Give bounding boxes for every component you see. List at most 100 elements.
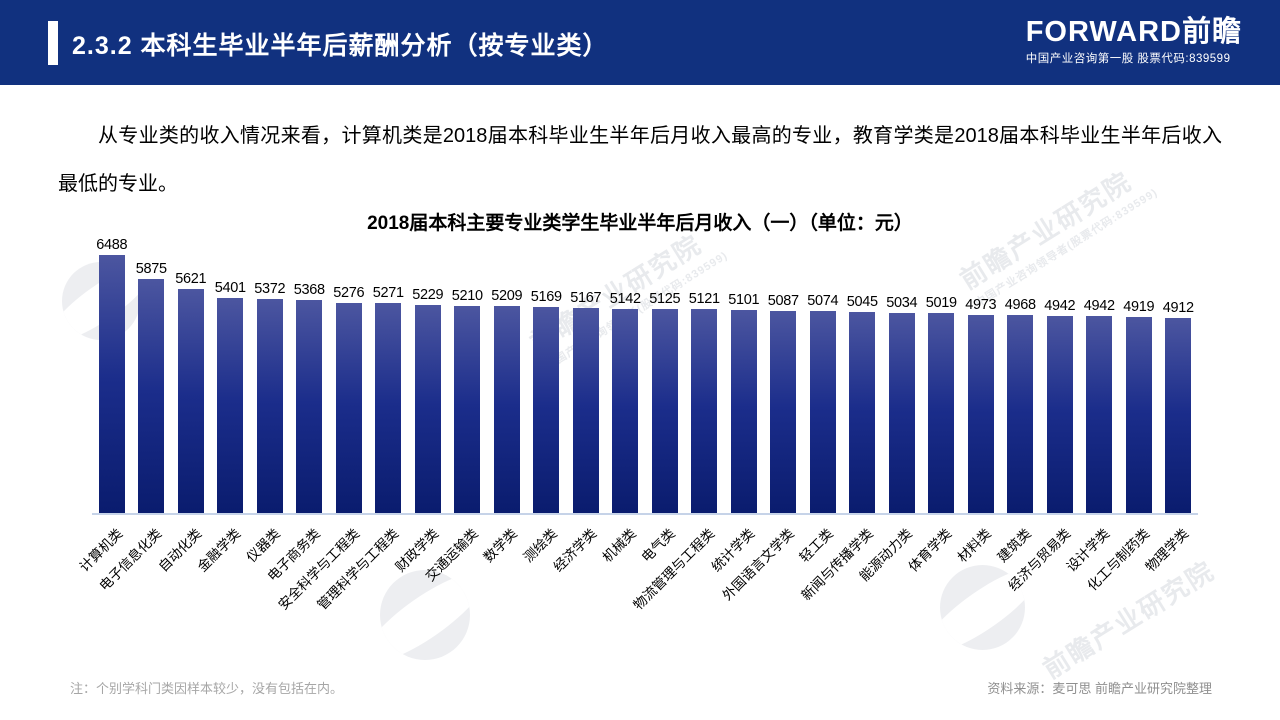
chart-categories: 计算机类 电子信息化类 自动化类 金融学类 仪器类 电子商务类 安全科学与工程类 管理科学与工… [76, 515, 1198, 657]
bar [454, 306, 481, 513]
bar-value-label: 5019 [925, 295, 957, 311]
bar-value-label: 4942 [1044, 298, 1076, 314]
bar-value-label: 5121 [688, 291, 720, 307]
bar [1125, 317, 1152, 513]
category-label: 物流管理与工程类 [630, 525, 718, 613]
chart-column: 4973 [961, 297, 1001, 513]
bar-value-label: 5368 [293, 282, 325, 298]
category-label: 经济学类 [550, 525, 600, 575]
chart-column: 4942 [1040, 298, 1080, 513]
bar [809, 311, 836, 513]
bar [967, 315, 994, 513]
category-label: 化工与制药类 [1084, 525, 1153, 594]
category-label: 交通运输类 [422, 525, 481, 585]
bar [217, 298, 244, 513]
category-label: 财政学类 [392, 525, 442, 575]
bar [572, 308, 599, 513]
bar [533, 307, 560, 513]
bar-value-label: 4973 [965, 297, 997, 313]
chart-column: 5229 [408, 287, 448, 513]
bar-value-label: 5209 [491, 288, 523, 304]
bar [1007, 315, 1034, 513]
bar-value-label: 5169 [530, 289, 562, 305]
forward-logo: FORWARD前瞻 中国产业咨询第一股 股票代码:839599 [1026, 17, 1242, 66]
bar-value-label: 5125 [649, 291, 681, 307]
category-label: 外国语言文学类 [719, 525, 797, 604]
category-label: 新闻与传播学类 [798, 525, 876, 604]
bar-value-label: 5167 [570, 290, 602, 306]
header-bar: 2.3.2 本科生毕业半年后薪酬分析（按专业类） FORWARD前瞻 中国产业咨… [0, 0, 1280, 85]
category-label: 电子信息化类 [96, 525, 165, 594]
bar-value-label: 4942 [1083, 298, 1115, 314]
bar [1086, 316, 1113, 513]
bar-value-label: 5045 [846, 294, 878, 310]
bar [375, 303, 402, 513]
bar [177, 289, 204, 513]
chart-column: 5045 [843, 294, 883, 513]
chart-column: 5276 [329, 285, 369, 513]
page-title: 2.3.2 本科生毕业半年后薪酬分析（按专业类） [72, 32, 609, 60]
chart-column: 5019 [922, 295, 962, 513]
bar-value-label: 5142 [609, 291, 641, 307]
chart-column: 5121 [685, 291, 725, 513]
bar [414, 305, 441, 513]
bar-value-label: 5087 [767, 293, 799, 309]
chart-column: 4968 [1001, 297, 1041, 513]
forward-logo-subtitle: 中国产业咨询第一股 股票代码:839599 [1025, 53, 1231, 65]
bar [256, 299, 283, 513]
bar [296, 300, 323, 513]
chart-column: 5125 [645, 291, 685, 513]
chart-column: 4942 [1080, 298, 1120, 513]
bar [612, 309, 639, 513]
chart-column: 5210 [448, 288, 488, 513]
category-label: 体育学类 [905, 525, 955, 575]
chart-column: 5101 [724, 292, 764, 513]
bar-value-label: 5276 [333, 285, 365, 301]
chart-column: 5087 [764, 293, 804, 513]
category-label: 物理学类 [1142, 525, 1192, 575]
chart-plot: 6488 5875 5621 5401 5372 5368 5276 5271 5229 5210… [92, 237, 1198, 515]
chart-column: 4919 [1119, 299, 1159, 513]
category-label: 管理科学与工程类 [314, 525, 402, 613]
bar [98, 255, 125, 513]
bar [1046, 316, 1073, 513]
chart-column: 5401 [211, 280, 251, 513]
bar [730, 310, 757, 513]
bar [849, 312, 876, 513]
bar [651, 309, 678, 513]
bar-value-label: 5621 [175, 271, 207, 287]
chart-column: 5372 [250, 281, 290, 513]
category-label: 金融学类 [194, 525, 244, 575]
category-label: 自动化类 [155, 525, 205, 575]
chart-column: 5621 [171, 271, 211, 513]
bar [928, 313, 955, 513]
bar-value-label: 5074 [807, 293, 839, 309]
bar-chart: 6488 5875 5621 5401 5372 5368 5276 5271 5229 5210… [76, 237, 1198, 657]
bar-value-label: 5034 [886, 295, 918, 311]
chart-column: 5167 [566, 290, 606, 513]
chart-column: 5875 [132, 261, 172, 513]
chart-column: 6488 [92, 237, 132, 513]
intro-paragraph: 从专业类的收入情况来看，计算机类是2018届本科毕业生半年后月收入最高的专业，教… [58, 125, 1222, 195]
forward-logo-text: FORWARD前瞻 [1025, 16, 1242, 48]
chart-column: 4912 [1159, 300, 1199, 513]
chart-column: 5271 [369, 285, 409, 513]
chart-column: 5368 [290, 282, 330, 513]
bar-value-label: 5101 [728, 292, 760, 308]
category-label: 测绘类 [520, 525, 560, 566]
bar-value-label: 5401 [214, 280, 246, 296]
bar [1165, 318, 1192, 513]
chart-column: 5034 [882, 295, 922, 513]
chart-column: 5074 [803, 293, 843, 513]
source-note: 资料来源：麦可思 前瞻产业研究院整理 [987, 681, 1212, 696]
bar-value-label: 5875 [135, 261, 167, 277]
bar-value-label: 4912 [1162, 300, 1194, 316]
bar-value-label: 5372 [254, 281, 286, 297]
bar-value-label: 4968 [1004, 297, 1036, 313]
bar [691, 309, 718, 513]
bar [770, 311, 797, 513]
bar [335, 303, 362, 513]
bar-value-label: 5210 [451, 288, 483, 304]
bar [493, 306, 520, 513]
